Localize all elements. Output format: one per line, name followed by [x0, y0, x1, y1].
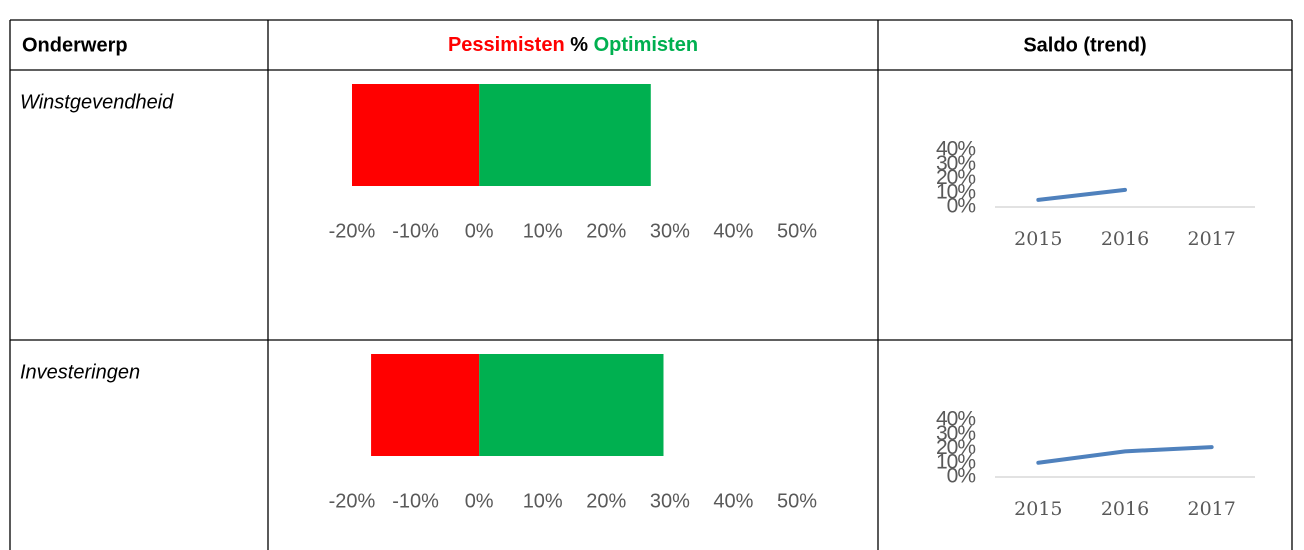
x-tick-label: 20% — [586, 220, 626, 242]
x-tick-label: -20% — [329, 490, 376, 512]
y-tick-label: 40% — [936, 138, 975, 161]
bar — [479, 354, 664, 456]
x-tick-label: 50% — [777, 220, 817, 242]
y-tick-label: 10% — [936, 450, 975, 473]
x-tick-label: 2017 — [1187, 228, 1235, 250]
header-optimists: Optimisten — [594, 34, 698, 56]
x-tick-label: -10% — [392, 490, 439, 512]
x-tick-label: 2017 — [1187, 498, 1235, 520]
bar — [371, 354, 480, 456]
x-tick-label: -20% — [329, 220, 376, 242]
bar — [352, 84, 480, 186]
x-tick-label: 40% — [713, 490, 753, 512]
header-balance: Pessimisten % Optimisten — [448, 34, 698, 56]
y-tick-label: 10% — [936, 180, 975, 203]
trend-line — [1036, 445, 1214, 465]
x-tick-label: 2016 — [1101, 228, 1149, 250]
y-tick-label: 20% — [936, 166, 975, 189]
y-tick-label: 30% — [936, 152, 975, 175]
y-tick-label: 20% — [936, 436, 975, 459]
x-tick-label: 10% — [523, 490, 563, 512]
x-tick-label: 0% — [465, 220, 494, 242]
header-pessimists: Pessimisten — [448, 34, 565, 56]
x-tick-label: -10% — [392, 220, 439, 242]
y-tick-label: 0% — [947, 195, 976, 218]
topic: Winstgevendheid — [20, 91, 174, 113]
y-tick-label: 30% — [936, 422, 975, 445]
topic: Investeringen — [20, 361, 140, 383]
x-tick-label: 20% — [586, 490, 626, 512]
trend-line — [1036, 187, 1127, 202]
header-topic: Onderwerp — [22, 34, 128, 56]
x-tick-label: 2015 — [1014, 228, 1062, 250]
y-tick-label: 0% — [947, 465, 976, 488]
x-tick-label: 50% — [777, 490, 817, 512]
x-tick-label: 40% — [713, 220, 753, 242]
x-tick-label: 0% — [465, 490, 494, 512]
bar — [479, 84, 651, 186]
x-tick-label: 2015 — [1014, 498, 1062, 520]
header-unit: % — [570, 34, 588, 56]
x-tick-label: 30% — [650, 220, 690, 242]
x-tick-label: 2016 — [1101, 498, 1149, 520]
x-tick-label: 30% — [650, 490, 690, 512]
y-tick-label: 40% — [936, 408, 975, 431]
x-tick-label: 10% — [523, 220, 563, 242]
header-trend: Saldo (trend) — [1023, 34, 1146, 56]
